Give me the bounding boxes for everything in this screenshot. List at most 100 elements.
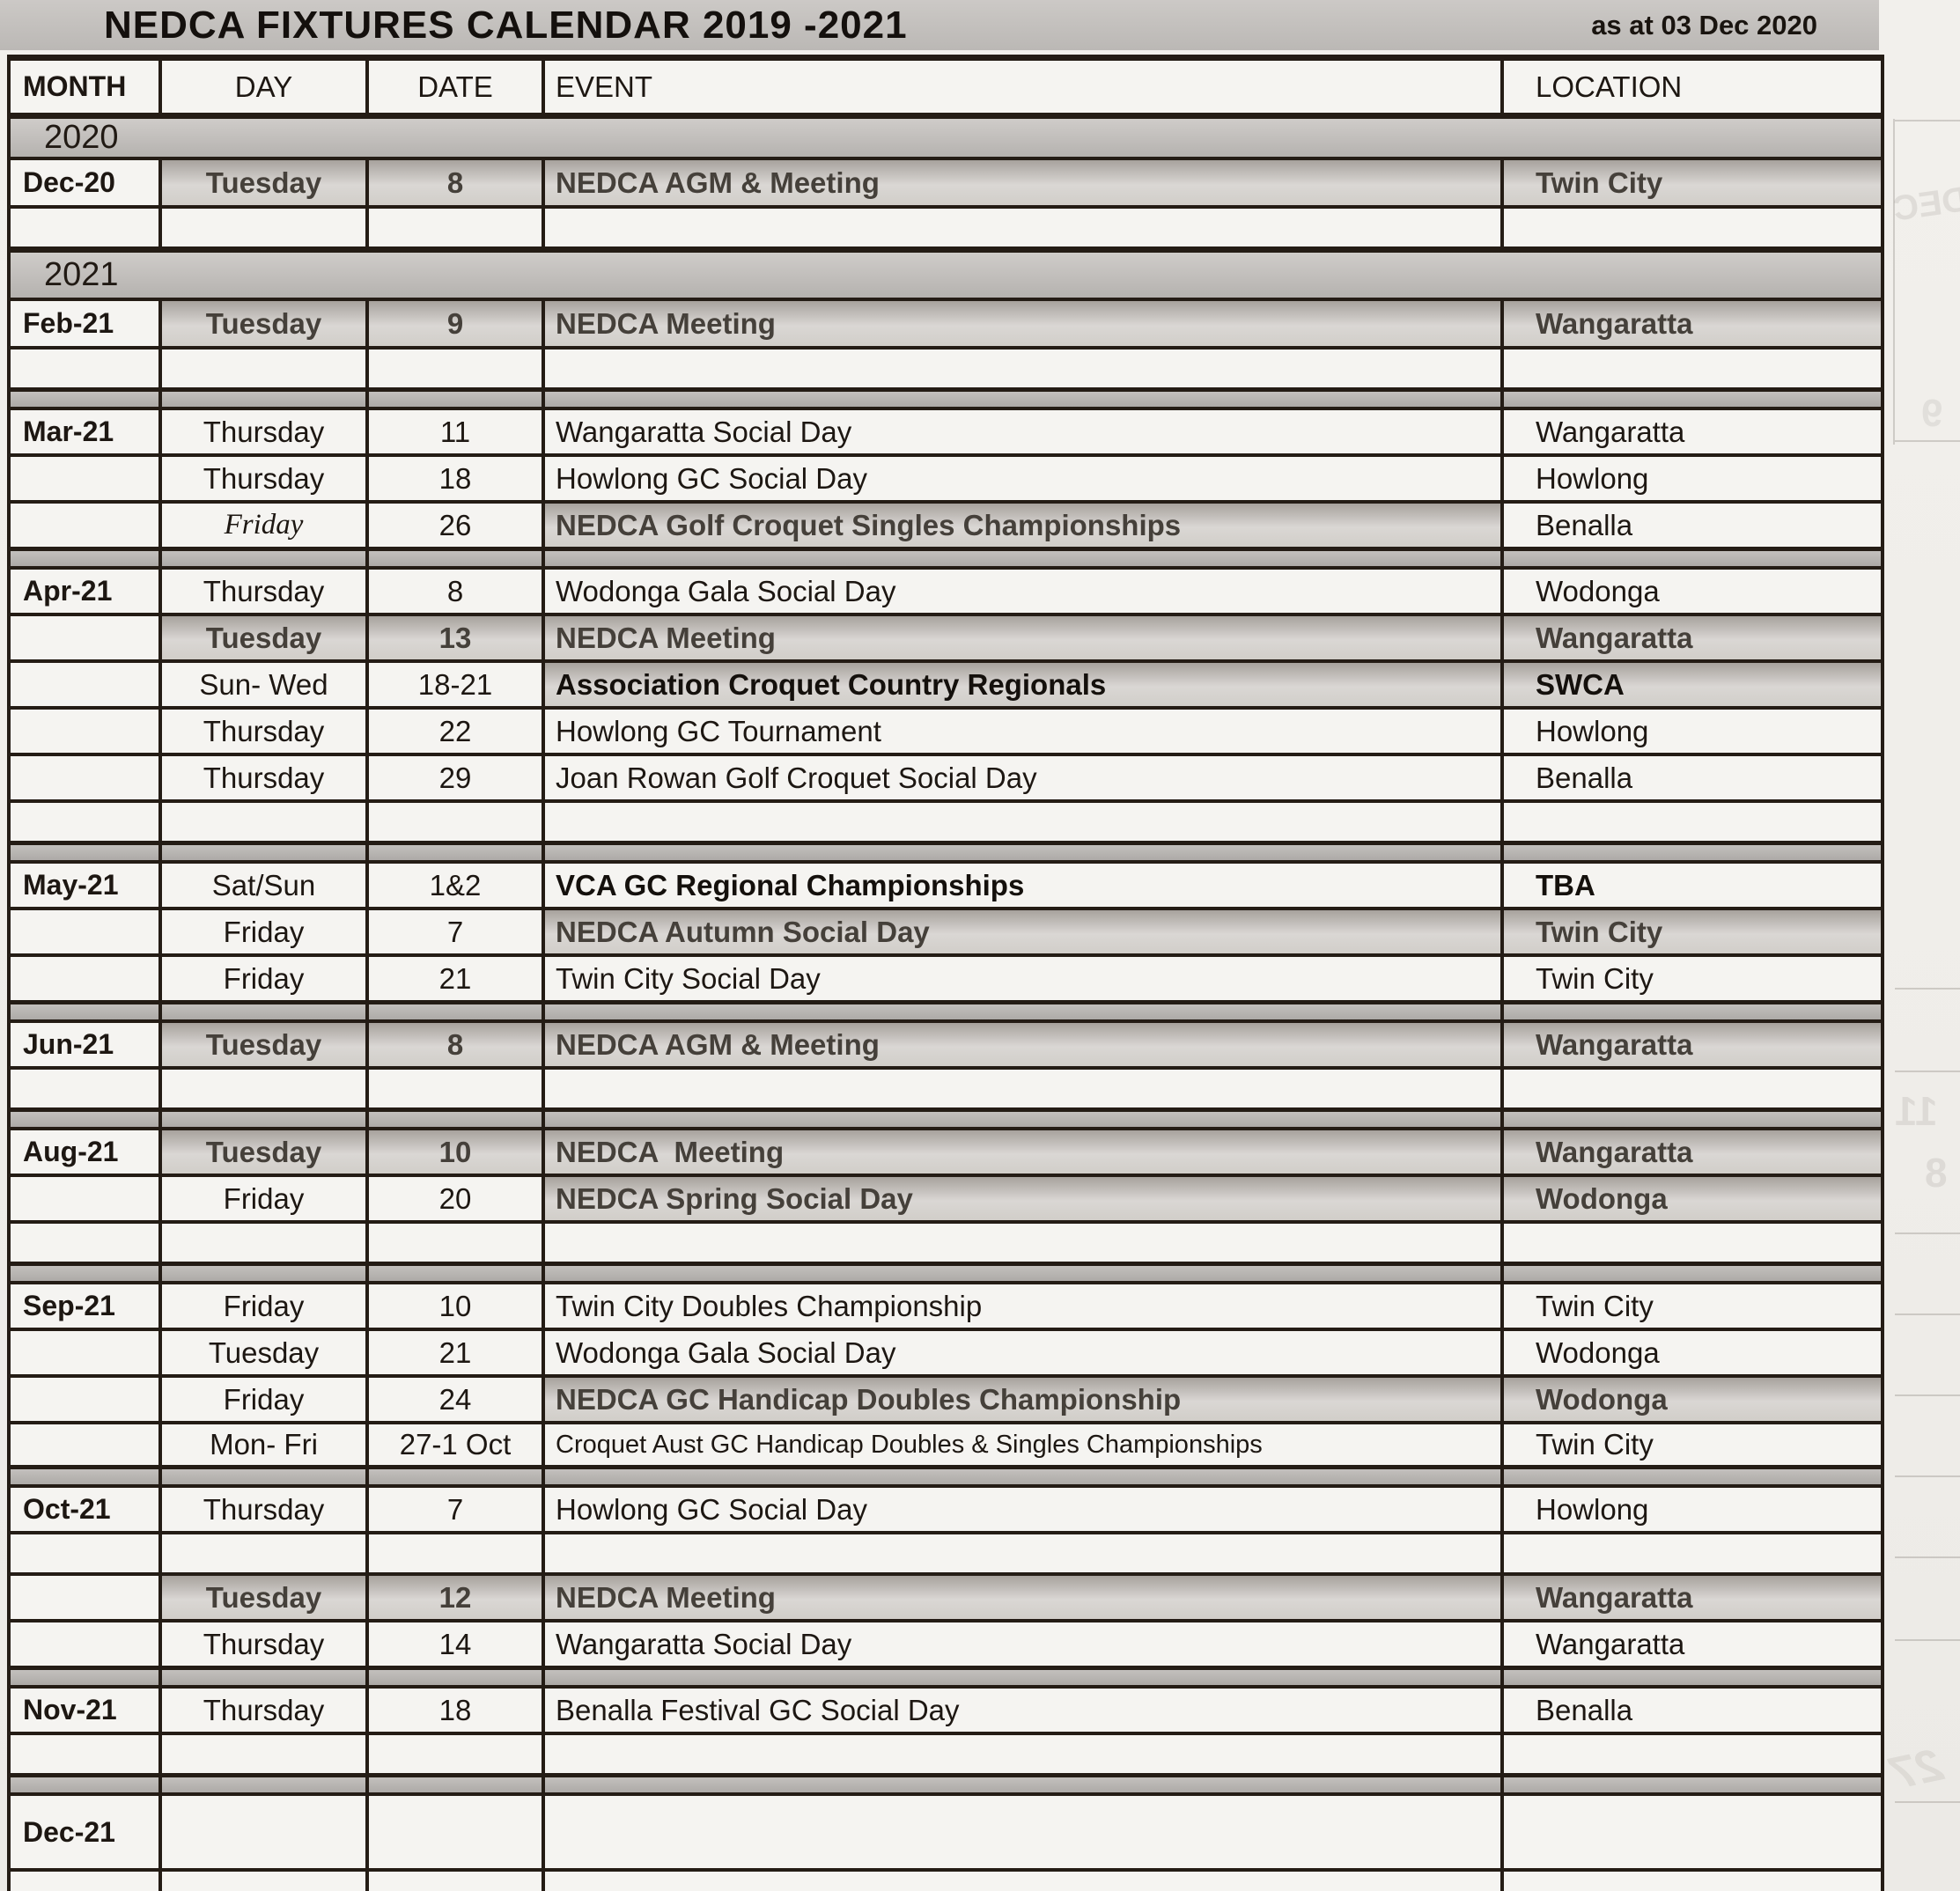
date-text: 12 [438,1580,472,1614]
date-cell: 13 [369,616,545,659]
table-header-row: MONTH DAY DATE EVENT LOCATION [7,55,1884,113]
event-text: Howlong GC Social Day [556,1492,867,1526]
day-cell: Tuesday [162,301,369,346]
day-text: Tuesday [205,1135,322,1168]
bleedthrough-line [1895,1071,1960,1072]
month-cell: Dec-20 [7,160,162,205]
event-text: NEDCA Meeting [556,1580,776,1614]
fixture-row: Friday 20 NEDCA Spring Social Day Wodonga [7,1174,1884,1220]
fixture-row: Mon- Fri 27-1 Oct Croquet Aust GC Handicap… [7,1421,1884,1465]
location-text: Wangaratta [1536,306,1693,340]
date-cell [369,1872,545,1891]
date-text: 13 [438,621,472,654]
date-cell: 22 [369,710,545,753]
fixture-row: Thursday 14 Wangaratta Social Day Wangaratt… [7,1619,1884,1666]
column-header-label: DATE [417,70,493,103]
location-cell [1504,1112,1884,1127]
day-cell: Sat/Sun [162,864,369,907]
day-text: Friday [224,509,304,541]
month-cell [7,1112,162,1127]
location-text: Twin City [1536,915,1663,948]
location-cell: Benalla [1504,1689,1884,1732]
location-cell: SWCA [1504,663,1884,706]
day-cell [162,1469,369,1484]
day-cell: Thursday [162,1689,369,1732]
event-cell: NEDCA GC Handicap Doubles Championship [545,1378,1504,1421]
location-cell: Twin City [1504,1284,1884,1328]
bleedthrough-line [1895,1556,1960,1558]
bleedthrough-text: 8 [1925,1150,1948,1196]
event-cell [545,1224,1504,1262]
event-cell [545,845,1504,860]
day-cell: Sun- Wed [162,663,369,706]
date-text: 29 [438,761,472,794]
day-text: Thursday [203,1627,325,1660]
event-text: NEDCA GC Handicap Doubles Championship [556,1382,1182,1416]
event-cell [545,1112,1504,1127]
as-at-date: as at 03 Dec 2020 [1591,9,1817,40]
event-cell [545,1004,1504,1019]
event-text: Wangaratta Social Day [556,1627,852,1660]
location-cell [1504,1266,1884,1281]
day-text: Tuesday [205,166,322,199]
fixture-row: Friday 7 NEDCA Autumn Social Day Twin City [7,907,1884,953]
location-cell: Wangaratta [1504,616,1884,659]
location-cell: Howlong [1504,710,1884,753]
event-cell: Howlong GC Tournament [545,710,1504,753]
month-cell [7,1576,162,1619]
month-cell [7,551,162,566]
day-cell: Thursday [162,570,369,613]
event-text: Wodonga Gala Social Day [556,574,896,607]
date-cell: 20 [369,1177,545,1220]
day-text: Thursday [203,574,325,607]
day-text: Friday [223,915,305,948]
day-cell: Thursday [162,1622,369,1666]
date-text: 7 [446,915,464,948]
event-cell: Wodonga Gala Social Day [545,570,1504,613]
date-cell: 8 [369,1023,545,1066]
month-cell [7,1331,162,1374]
location-text: Wangaratta [1536,1135,1693,1168]
month-cell: Aug-21 [7,1130,162,1174]
separator-row [7,1262,1884,1281]
day-cell: Friday [162,910,369,953]
location-cell: Wangaratta [1504,1622,1884,1666]
event-cell: Benalla Festival GC Social Day [545,1689,1504,1732]
day-cell [162,1534,369,1572]
date-text: 18 [438,461,472,495]
event-cell: Wangaratta Social Day [545,1622,1504,1666]
day-cell: Thursday [162,1488,369,1531]
month-cell: Jun-21 [7,1023,162,1066]
date-cell: 27-1 Oct [369,1424,545,1465]
event-text: NEDCA Autumn Social Day [556,915,930,948]
fixture-row: Tuesday 21 Wodonga Gala Social Day Wodonga [7,1328,1884,1374]
date-text: 24 [438,1382,472,1416]
day-cell [162,1872,369,1891]
event-cell [545,1070,1504,1107]
event-text: NEDCA Golf Croquet Singles Championships [556,508,1182,541]
day-cell: Tuesday [162,616,369,659]
event-cell [545,1469,1504,1484]
location-cell [1504,350,1884,387]
month-cell [7,1469,162,1484]
column-header-month: MONTH [7,61,162,113]
location-cell: Twin City [1504,957,1884,1000]
month-cell [7,845,162,860]
day-cell [162,551,369,566]
day-cell [162,803,369,841]
date-cell: 14 [369,1622,545,1666]
event-cell [545,551,1504,566]
location-text: Wodonga [1536,1335,1660,1369]
month-cell [7,457,162,500]
separator-row [7,841,1884,860]
day-text: Thursday [203,461,325,495]
fixture-row: Feb-21 Tuesday 9 NEDCA Meeting Wangaratta [7,298,1884,346]
event-text: Howlong GC Tournament [556,714,881,747]
event-text: Wangaratta Social Day [556,415,852,448]
day-cell [162,1735,369,1773]
day-text: Friday [223,1382,305,1416]
event-cell: NEDCA Spring Social Day [545,1177,1504,1220]
event-cell: NEDCA Meeting [545,1130,1504,1174]
date-cell [369,803,545,841]
location-text: Wodonga [1536,1181,1668,1215]
